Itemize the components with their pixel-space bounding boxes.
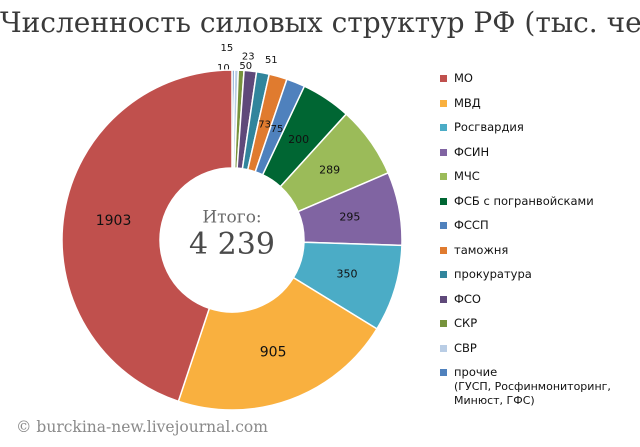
legend-swatch [440,75,447,82]
data-label-5: 289 [319,163,340,176]
legend-swatch [440,344,447,352]
legend-label: СВР [454,340,477,355]
legend-label: таможня [454,242,509,257]
legend-swatch [440,369,447,376]
legend-swatch [440,173,447,180]
legend-item: прочие (ГУСП, Росфинмониторинг, Минюст, Г… [440,365,640,407]
data-label-3: 350 [336,267,357,280]
total-label: Итого: [202,208,261,228]
data-label-2: 905 [260,345,287,361]
legend-item: ФСИН [440,144,640,171]
slice-2 [177,276,378,411]
legend-item: СКР [440,317,640,342]
legend-item: таможня [440,242,640,269]
legend-item: ФСБ с погранвойсками [440,193,640,220]
legend-label: ФССП [454,218,489,232]
data-label-6: 200 [288,133,309,146]
legend-label: Росгвардия [454,120,524,134]
data-label-11: 23 [242,51,255,62]
legend-item: Росгвардия [440,121,640,146]
legend-label: МЧС [454,169,480,183]
legend-label: прокуратура [454,267,532,281]
legend-swatch [440,295,447,303]
data-label-13: 10 [217,63,230,74]
legend-item: прокуратура [440,268,640,293]
data-label-8: 73 [258,120,271,131]
legend-label: ФСБ с погранвойсками [454,193,594,208]
legend-item: МО [440,72,640,97]
data-label-12: 15 [221,43,234,54]
chart-legend: МО МВД Росгвардия ФСИН МЧС ФСБ с погранвойска… [440,72,640,407]
legend-note: (ГУСП, Росфинмониторинг, Минюст, ГФС) [454,380,611,407]
chart-title: Численность силовых структур РФ (тыс. че… [0,6,640,39]
legend-swatch [440,271,447,278]
total-value: 4 239 [189,227,275,262]
legend-label: МВД [454,95,481,110]
slice-1 [61,69,233,403]
legend-label: МО [454,71,473,85]
legend-swatch [440,246,447,254]
data-label-7: 75 [271,124,284,135]
data-label-9: 51 [265,55,278,66]
data-label-10: 50 [239,61,252,72]
legend-item: МЧС [440,170,640,195]
legend-swatch [440,320,447,327]
legend-swatch [440,99,447,107]
legend-label: ФСО [454,291,481,306]
data-label-1: 1903 [96,213,132,229]
legend-label: ФСИН [454,144,490,159]
legend-item: МВД [440,95,640,122]
legend-label: прочие [454,365,498,379]
watermark: © burckina-new.livejournal.com [16,418,268,436]
legend-swatch [440,222,447,229]
legend-swatch [440,148,447,156]
legend-item: СВР [440,340,640,367]
legend-item: ФСО [440,291,640,318]
data-label-4: 295 [339,211,360,224]
legend-swatch [440,124,447,131]
legend-label: СКР [454,316,478,330]
legend-item: ФССП [440,219,640,244]
legend-swatch [440,197,447,205]
